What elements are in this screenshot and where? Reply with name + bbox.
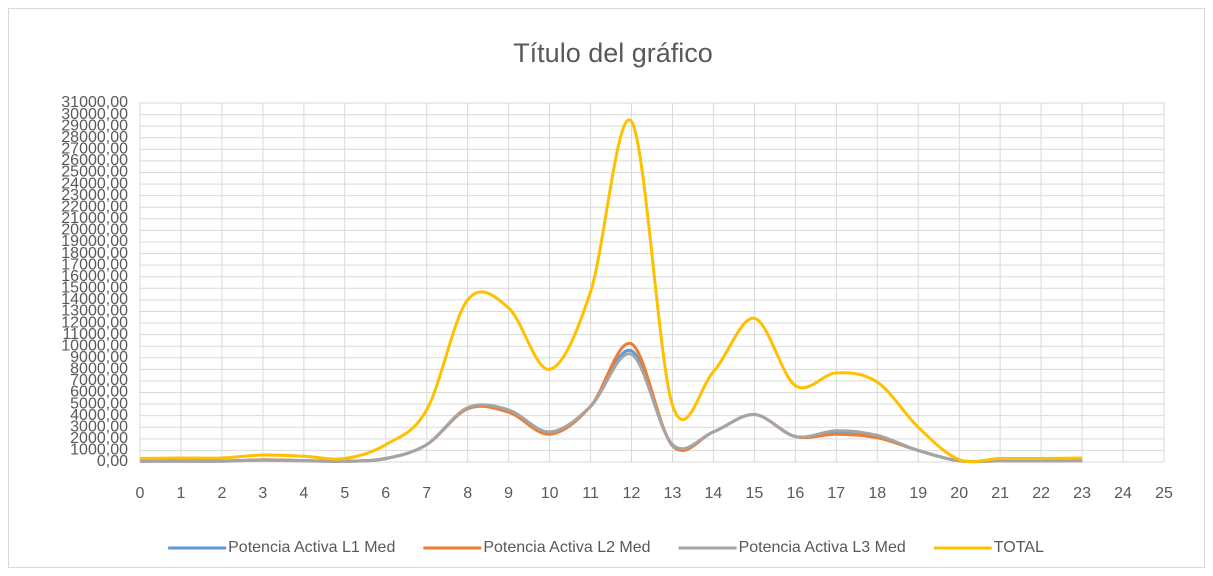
x-tick-label: 9 bbox=[504, 485, 513, 502]
y-tick-label: 10000,00 bbox=[61, 337, 128, 354]
legend-label: Potencia Activa L2 Med bbox=[483, 539, 650, 556]
y-tick-label: 2000,00 bbox=[70, 430, 128, 447]
y-tick-label: 1000,00 bbox=[70, 442, 128, 459]
x-tick-label: 4 bbox=[299, 485, 308, 502]
y-tick-label: 17000,00 bbox=[61, 256, 128, 273]
y-tick-label: 27000,00 bbox=[61, 141, 128, 158]
y-tick-label: 4000,00 bbox=[70, 407, 128, 424]
y-tick-label: 9000,00 bbox=[70, 349, 128, 366]
legend-label: Potencia Activa L3 Med bbox=[739, 539, 906, 556]
x-tick-label: 12 bbox=[623, 485, 641, 502]
x-tick-label: 25 bbox=[1155, 485, 1173, 502]
x-tick-label: 10 bbox=[541, 485, 559, 502]
x-tick-label: 21 bbox=[991, 485, 1009, 502]
x-tick-label: 19 bbox=[909, 485, 927, 502]
y-tick-label: 21000,00 bbox=[61, 210, 128, 227]
y-tick-label: 28000,00 bbox=[61, 129, 128, 146]
y-tick-label: 20000,00 bbox=[61, 222, 128, 239]
y-tick-label: 15000,00 bbox=[61, 280, 128, 297]
y-tick-label: 13000,00 bbox=[61, 303, 128, 320]
x-tick-label: 5 bbox=[340, 485, 349, 502]
y-tick-label: 11000,00 bbox=[62, 326, 128, 343]
y-tick-label: 29000,00 bbox=[61, 117, 128, 134]
x-tick-label: 22 bbox=[1032, 485, 1050, 502]
x-tick-label: 6 bbox=[381, 485, 390, 502]
chart-title: Título del gráfico bbox=[513, 38, 713, 68]
y-tick-label: 5000,00 bbox=[70, 395, 128, 412]
x-tick-label: 13 bbox=[664, 485, 682, 502]
x-tick-label: 20 bbox=[950, 485, 968, 502]
y-tick-label: 12000,00 bbox=[61, 314, 128, 331]
y-tick-label: 7000,00 bbox=[70, 372, 128, 389]
series-line bbox=[140, 352, 1083, 464]
y-tick-label: 22000,00 bbox=[61, 198, 128, 215]
x-tick-label: 8 bbox=[463, 485, 472, 502]
x-tick-label: 11 bbox=[582, 485, 599, 502]
x-tick-label: 14 bbox=[705, 485, 723, 502]
y-tick-label: 16000,00 bbox=[61, 268, 128, 285]
legend-label: TOTAL bbox=[994, 539, 1044, 556]
x-tick-label: 23 bbox=[1073, 485, 1091, 502]
legend-label: Potencia Activa L1 Med bbox=[228, 539, 395, 556]
y-tick-label: 6000,00 bbox=[70, 384, 128, 401]
x-tick-label: 24 bbox=[1114, 485, 1132, 502]
y-tick-label: 3000,00 bbox=[70, 418, 128, 435]
y-tick-label: 8000,00 bbox=[70, 361, 128, 378]
y-tick-label: 14000,00 bbox=[61, 291, 128, 308]
y-tick-label: 30000,00 bbox=[61, 106, 128, 123]
y-tick-label: 31000,00 bbox=[61, 94, 128, 111]
x-tick-label: 17 bbox=[827, 485, 845, 502]
x-tick-label: 7 bbox=[422, 485, 431, 502]
x-tick-label: 15 bbox=[746, 485, 764, 502]
x-tick-label: 16 bbox=[786, 485, 804, 502]
y-tick-label: 24000,00 bbox=[61, 175, 128, 192]
y-tick-label: 0,00 bbox=[97, 453, 128, 470]
x-tick-label: 1 bbox=[177, 485, 186, 502]
y-tick-label: 19000,00 bbox=[61, 233, 128, 250]
y-tick-label: 26000,00 bbox=[61, 152, 128, 169]
x-tick-label: 2 bbox=[217, 485, 226, 502]
y-tick-label: 25000,00 bbox=[61, 164, 128, 181]
y-tick-label: 18000,00 bbox=[61, 245, 128, 262]
x-tick-label: 3 bbox=[258, 485, 267, 502]
x-tick-label: 18 bbox=[868, 485, 886, 502]
y-tick-label: 23000,00 bbox=[61, 187, 128, 204]
x-tick-label: 0 bbox=[136, 485, 145, 502]
series-line bbox=[139, 118, 1083, 464]
